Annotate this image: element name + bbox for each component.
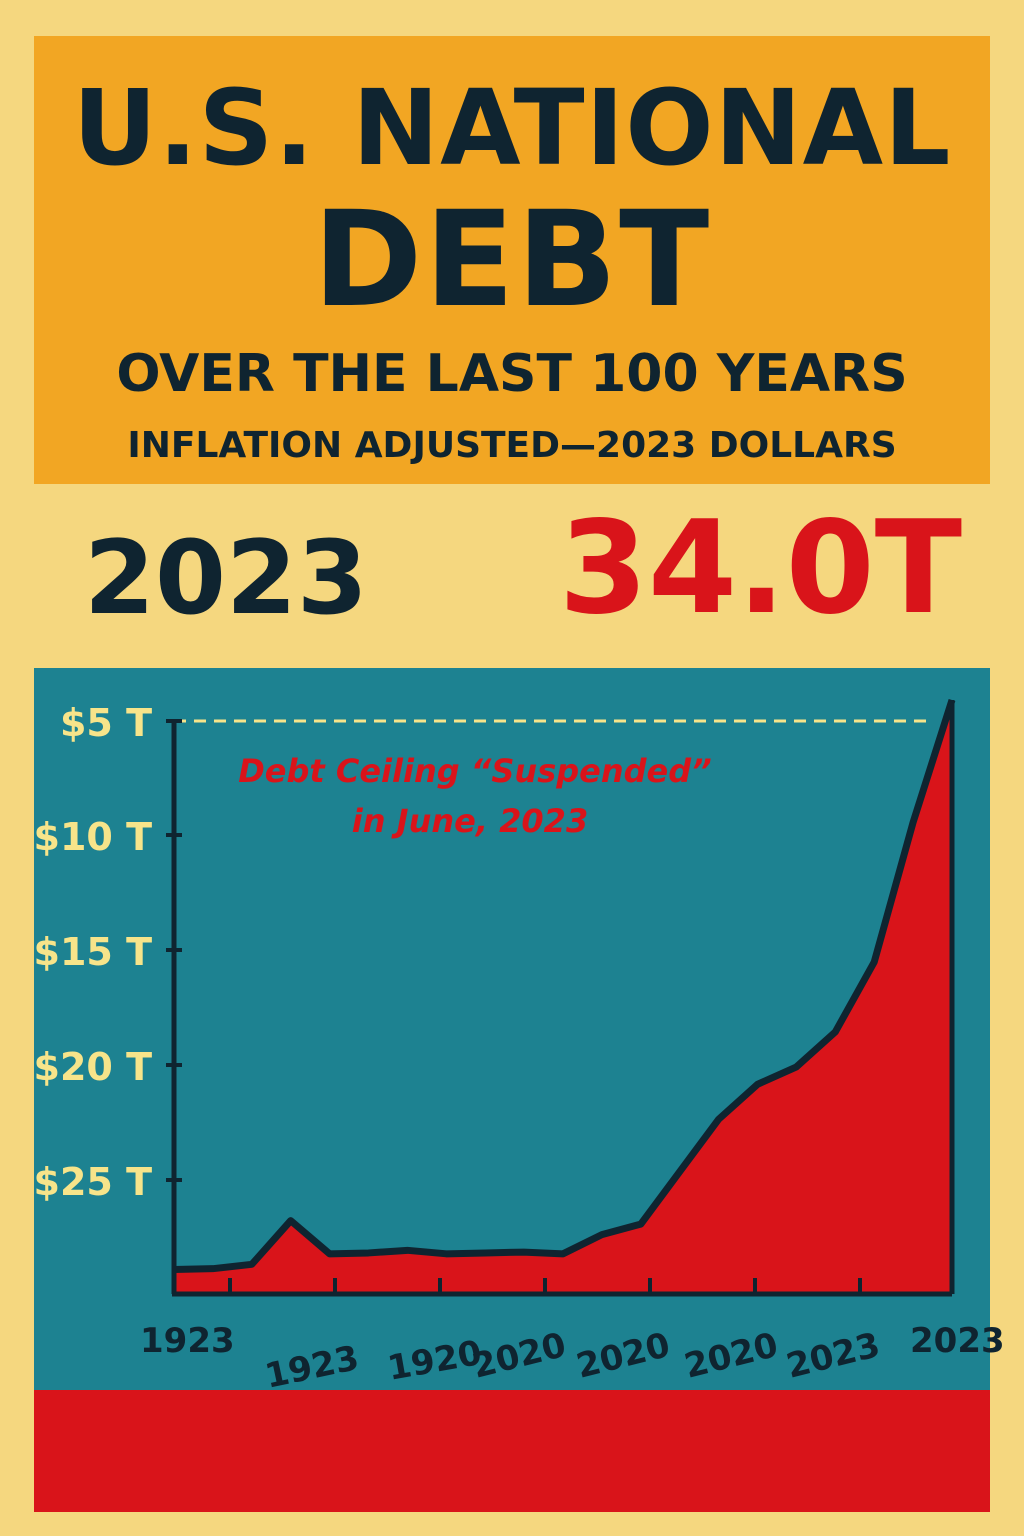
debt-area-outline bbox=[173, 698, 956, 1274]
annotation-line-1: Debt Ceiling “Suspended” bbox=[238, 752, 712, 790]
x-tick-label: 2020 bbox=[573, 1325, 675, 1387]
footer-bar bbox=[34, 1390, 990, 1512]
subtitle-line-2: INFLATION ADJUSTED—2023 DOLLARS bbox=[127, 425, 897, 466]
x-tick-label: 1923 bbox=[140, 1321, 235, 1361]
x-tick-label: 1923 bbox=[262, 1338, 363, 1397]
highlight-value: 34.0T bbox=[558, 494, 962, 643]
y-tick-label: $5 T bbox=[60, 701, 152, 745]
title-line-2: DEBT bbox=[312, 183, 712, 337]
header-banner: U.S. NATIONAL DEBT OVER THE LAST 100 YEA… bbox=[34, 36, 990, 484]
x-tick-label: 2023 bbox=[783, 1325, 885, 1387]
x-tick-label: 1920 bbox=[385, 1333, 485, 1389]
y-tick-label: $20 T bbox=[34, 1045, 153, 1089]
y-tick-label: $15 T bbox=[34, 930, 153, 974]
x-tick-label: 2020 bbox=[469, 1325, 571, 1387]
x-tick-label: 2023 bbox=[910, 1321, 1005, 1361]
x-tick-label: 2020 bbox=[681, 1325, 783, 1387]
debt-area-fill bbox=[174, 700, 952, 1294]
subtitle-line-1: OVER THE LAST 100 YEARS bbox=[116, 344, 908, 404]
y-tick-label: $10 T bbox=[34, 815, 153, 859]
highlight-year: 2023 bbox=[84, 519, 368, 638]
annotation-line-2: in June, 2023 bbox=[352, 802, 588, 840]
y-tick-label: $25 T bbox=[34, 1160, 153, 1204]
title-line-1: U.S. NATIONAL bbox=[72, 67, 952, 189]
